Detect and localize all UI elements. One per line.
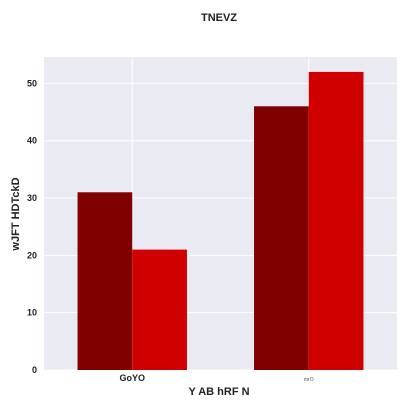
x-tick-label: GoYO <box>119 373 145 383</box>
chart-title: TNEVZ <box>201 12 237 24</box>
y-tick-label: 30 <box>27 193 37 203</box>
bar-mro-series-1 <box>254 106 309 371</box>
y-axis-label: wJFT HDTckD <box>10 177 22 251</box>
x-tick-label: mrO <box>304 377 314 383</box>
bars <box>77 71 364 371</box>
y-axis-ticks: 0 10 20 30 40 50 <box>27 78 37 375</box>
bar-goyo-series-1 <box>77 192 133 370</box>
bar-mro-series-2 <box>308 71 364 371</box>
y-tick-label: 0 <box>32 365 37 375</box>
y-tick-label: 20 <box>27 250 37 260</box>
x-axis-label: Y AB hRF N <box>188 386 249 398</box>
y-tick-label: 10 <box>27 308 37 318</box>
y-tick-label: 50 <box>27 78 37 88</box>
bar-goyo-series-2 <box>132 249 187 370</box>
y-tick-label: 40 <box>27 136 37 146</box>
x-axis-ticks: GoYO mrO <box>119 373 313 383</box>
